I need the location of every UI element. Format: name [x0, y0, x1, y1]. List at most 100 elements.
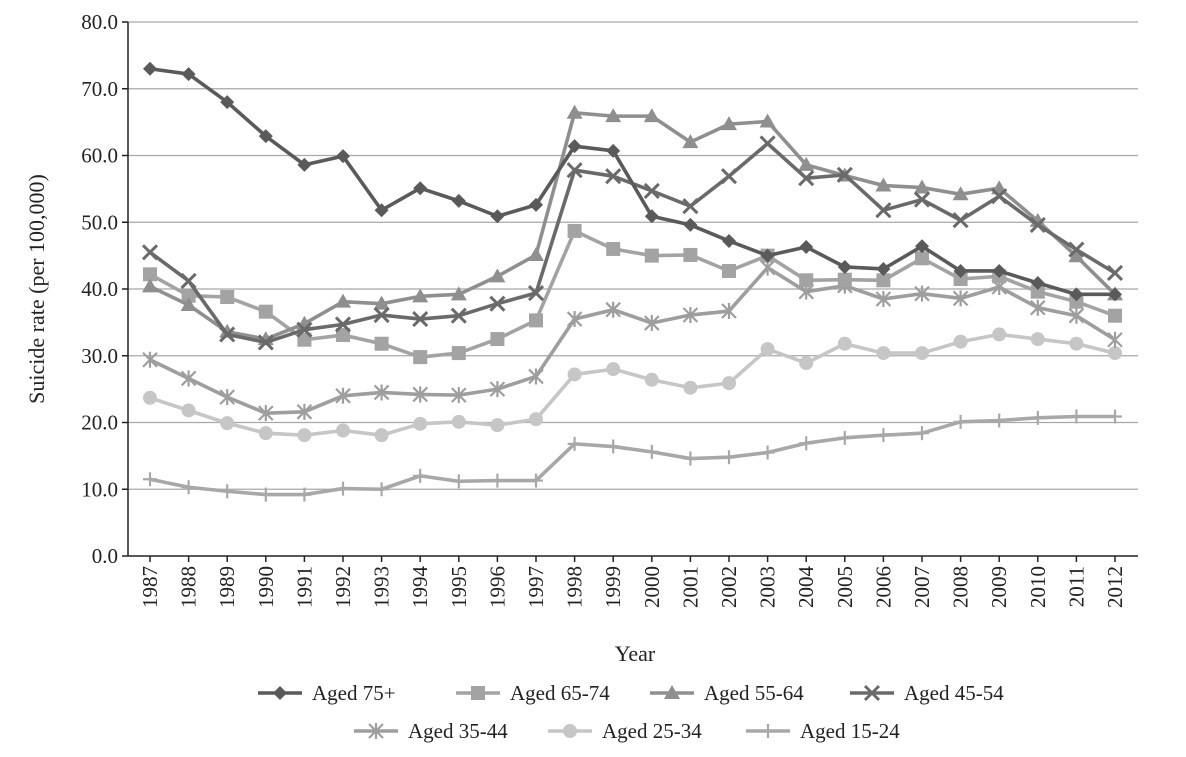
data-point — [413, 416, 428, 431]
data-point — [953, 334, 968, 349]
data-point — [143, 472, 157, 487]
legend-item: Aged 35-44 — [354, 719, 508, 743]
data-point — [722, 233, 736, 248]
data-point — [952, 290, 969, 307]
data-point — [606, 439, 621, 454]
data-point — [760, 342, 775, 357]
data-point — [566, 311, 583, 328]
data-point — [451, 387, 467, 404]
data-point — [220, 290, 235, 305]
data-point — [567, 139, 582, 154]
x-tick-label: 2011 — [1064, 566, 1088, 607]
data-point — [759, 135, 776, 152]
series-aged-55-64 — [142, 104, 1123, 346]
data-point — [682, 134, 699, 149]
legend-label: Aged 45-54 — [904, 681, 1004, 705]
data-point — [567, 223, 582, 238]
data-point — [336, 423, 350, 438]
data-point — [875, 202, 892, 219]
data-point — [992, 263, 1007, 278]
data-point — [837, 336, 852, 351]
x-tick-labels: 1987 1988 1989 1990 1991 1992 1993 1994 1995 1996… — [138, 556, 1127, 608]
data-point — [682, 198, 699, 215]
series-aged-65-74 — [143, 223, 1122, 365]
data-point — [527, 284, 545, 302]
data-point — [180, 297, 197, 312]
data-point — [258, 487, 273, 502]
data-point — [413, 350, 428, 365]
x-tick-label: 1997 — [524, 566, 548, 608]
data-point — [683, 451, 698, 466]
data-point — [489, 295, 506, 312]
x-tick-label: 2004 — [794, 566, 818, 609]
series-line — [149, 110, 1117, 341]
data-point — [413, 181, 428, 196]
data-point — [529, 412, 543, 427]
data-point — [451, 193, 466, 208]
data-point — [181, 403, 196, 418]
x-tick-label: 1993 — [370, 566, 394, 608]
data-point — [915, 239, 929, 254]
data-point — [1068, 241, 1085, 258]
x-tick-label: 1989 — [215, 566, 239, 608]
data-point — [373, 384, 390, 401]
legend-item: Aged 25-34 — [548, 719, 702, 743]
data-point — [798, 156, 815, 171]
data-point — [643, 108, 660, 123]
series-aged-75- — [143, 61, 1122, 302]
data-point — [798, 170, 815, 187]
data-point — [837, 272, 852, 287]
data-point — [644, 372, 659, 387]
data-point — [296, 403, 313, 420]
y-tick-label: 80.0 — [81, 10, 118, 34]
x-tick-label: 2001 — [678, 566, 702, 608]
data-point — [412, 386, 428, 403]
data-point — [720, 168, 738, 185]
legend-item: Aged 45-54 — [850, 681, 1004, 705]
data-point — [374, 336, 389, 351]
data-point — [683, 217, 698, 232]
data-point — [799, 356, 814, 371]
data-point — [336, 328, 350, 343]
data-point — [490, 473, 505, 488]
data-point — [915, 251, 929, 266]
data-point — [490, 332, 505, 347]
x-tick-label: 2006 — [871, 566, 895, 608]
data-point — [181, 480, 196, 495]
y-tick-label: 20.0 — [81, 411, 118, 435]
data-point — [953, 414, 968, 429]
x-tick-label: 1987 — [138, 566, 162, 608]
legend-label: Aged 35-44 — [408, 719, 508, 743]
data-point — [952, 186, 969, 201]
x-tick-label: 1998 — [563, 566, 587, 608]
data-point — [644, 315, 660, 332]
data-point — [722, 376, 736, 391]
data-point — [606, 362, 621, 377]
legend-marker — [471, 686, 485, 700]
x-tick-label: 1999 — [601, 566, 625, 608]
legend-marker — [273, 686, 287, 700]
data-point — [450, 286, 467, 301]
data-point — [1029, 216, 1046, 233]
data-point — [336, 481, 350, 496]
data-point — [876, 346, 891, 361]
data-point — [142, 351, 158, 368]
data-point — [643, 182, 660, 199]
data-point — [992, 327, 1007, 342]
series-line — [148, 141, 1116, 345]
data-point — [683, 380, 698, 395]
x-tick-label: 1991 — [292, 566, 316, 608]
x-tick-label: 1992 — [331, 566, 355, 608]
data-point — [1108, 308, 1122, 323]
legend-label: Aged 25-34 — [602, 719, 702, 743]
data-point — [992, 413, 1007, 428]
data-point — [837, 430, 852, 445]
legend-item: Aged 55-64 — [650, 681, 804, 705]
data-point — [374, 482, 389, 497]
data-point — [220, 484, 235, 499]
data-point — [799, 273, 814, 288]
data-point — [451, 414, 466, 429]
y-tick-label: 30.0 — [81, 344, 118, 368]
series-aged-15-24 — [143, 409, 1122, 502]
